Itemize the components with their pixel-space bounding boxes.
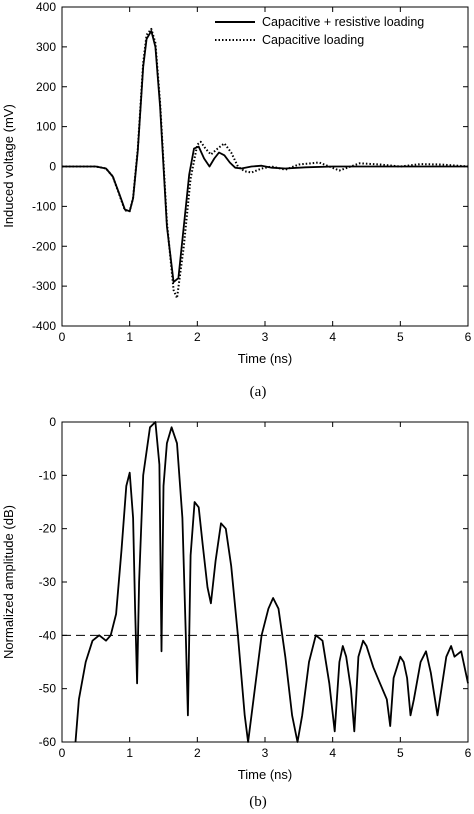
series-line-1 [62,29,468,284]
y-tick-label: 0 [49,415,56,429]
y-tick-label: 0 [49,160,56,174]
x-tick-label: 3 [262,330,269,344]
chart-a-y-axis-label: Induced voltage (mV) [1,104,16,228]
x-tick-label: 1 [126,746,133,760]
y-tick-label: -60 [39,735,57,749]
chart-a-panel-label: (a) [250,384,267,400]
y-tick-label: 400 [36,0,56,14]
x-tick-label: 4 [329,330,336,344]
y-tick-label: -30 [39,575,57,589]
y-tick-label: -10 [39,468,57,482]
chart-a-series [62,27,469,300]
y-tick-label: -300 [32,279,56,293]
chart-b-panel-label: (b) [249,794,267,810]
y-tick-label: 300 [36,40,56,54]
chart-a-x-ticks: 0 1 2 3 4 5 6 [59,7,472,344]
y-tick-label: -40 [39,628,57,642]
series-line-1 [74,421,469,743]
x-tick-label: 6 [465,330,472,344]
x-tick-label: 4 [329,746,336,760]
x-tick-label: 5 [397,746,404,760]
series-line-2 [62,27,469,300]
chart-a-y-ticks: 400 300 200 100 0 -100 -200 -300 -400 [32,0,468,333]
chart-a-legend: Capacitive + resistive loading Capacitiv… [215,15,424,47]
y-tick-label: -50 [39,682,57,696]
y-tick-label: 100 [36,120,56,134]
y-tick-label: 200 [36,80,56,94]
x-tick-label: 5 [397,330,404,344]
x-tick-label: 0 [59,330,66,344]
x-tick-label: 1 [126,330,133,344]
y-tick-label: -400 [32,319,56,333]
x-tick-label: 2 [194,330,201,344]
chart-a: 0 1 2 3 4 5 6 400 300 200 100 0 -100 -200 -300 -400 Ca… [1,0,472,400]
y-tick-label: -100 [32,199,56,213]
x-tick-label: 0 [59,746,66,760]
chart-b: 0 1 2 3 4 5 6 0 -10 -20 -30 -40 -50 -60 Time (ns) No… [1,415,472,810]
y-tick-label: -20 [39,522,57,536]
chart-b-x-ticks: 0 1 2 3 4 5 6 [59,422,472,760]
x-tick-label: 3 [262,746,269,760]
x-tick-label: 2 [194,746,201,760]
chart-b-y-ticks: 0 -10 -20 -30 -40 -50 -60 [39,415,468,749]
chart-b-series [74,421,469,743]
chart-b-x-axis-label: Time (ns) [238,767,292,782]
legend-entry-2: Capacitive loading [262,33,364,47]
chart-a-x-axis-label: Time (ns) [238,351,292,366]
legend-entry-1: Capacitive + resistive loading [262,15,424,29]
chart-b-y-axis-label: Normalized amplitude (dB) [1,505,16,659]
chart-b-plot-area [61,421,469,743]
y-tick-label: -200 [32,239,56,253]
x-tick-label: 6 [465,746,472,760]
